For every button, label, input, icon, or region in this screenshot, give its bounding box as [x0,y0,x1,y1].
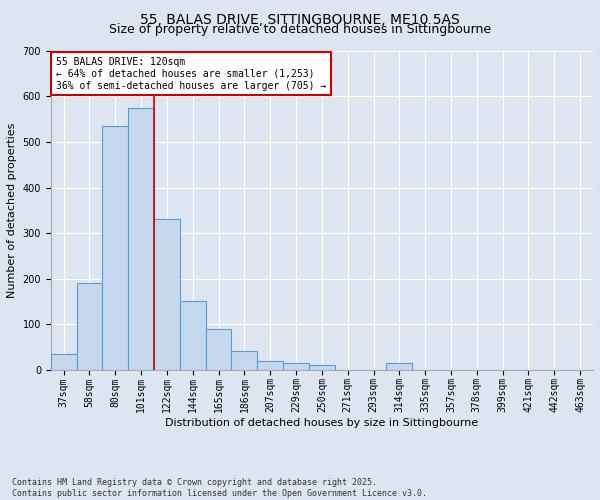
Bar [51,354,77,370]
Bar [180,302,206,370]
Text: 55 BALAS DRIVE: 120sqm
← 64% of detached houses are smaller (1,253)
36% of semi-: 55 BALAS DRIVE: 120sqm ← 64% of detached… [56,58,326,90]
Bar [206,328,232,370]
Text: Size of property relative to detached houses in Sittingbourne: Size of property relative to detached ho… [109,22,491,36]
Bar [128,108,154,370]
Text: 55, BALAS DRIVE, SITTINGBOURNE, ME10 5AS: 55, BALAS DRIVE, SITTINGBOURNE, ME10 5AS [140,12,460,26]
Bar [77,283,103,370]
Bar [154,220,180,370]
Bar [232,352,257,370]
Bar [103,126,128,370]
Bar [386,363,412,370]
Text: Contains HM Land Registry data © Crown copyright and database right 2025.
Contai: Contains HM Land Registry data © Crown c… [12,478,427,498]
Bar [283,363,309,370]
Y-axis label: Number of detached properties: Number of detached properties [7,122,17,298]
X-axis label: Distribution of detached houses by size in Sittingbourne: Distribution of detached houses by size … [165,418,479,428]
Bar [309,365,335,370]
Bar [257,360,283,370]
